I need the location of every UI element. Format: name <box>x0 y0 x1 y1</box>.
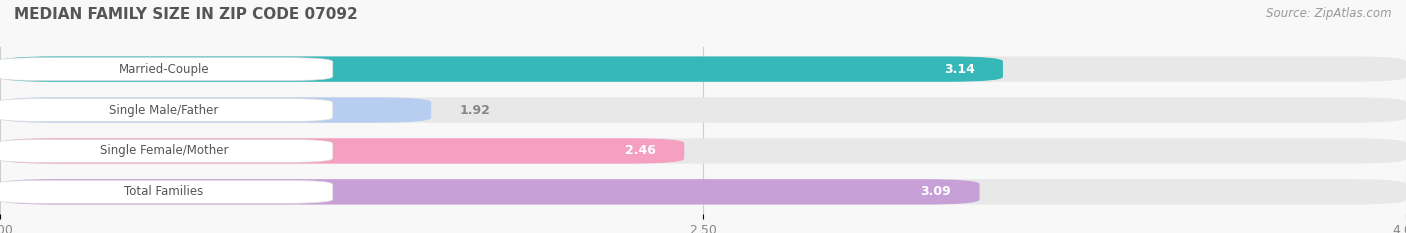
FancyBboxPatch shape <box>0 138 1406 164</box>
Text: 2.46: 2.46 <box>626 144 657 158</box>
Text: 3.09: 3.09 <box>921 185 952 198</box>
Text: 3.14: 3.14 <box>943 63 974 75</box>
FancyBboxPatch shape <box>0 97 432 123</box>
FancyBboxPatch shape <box>0 179 980 205</box>
FancyBboxPatch shape <box>0 58 333 81</box>
Text: 1.92: 1.92 <box>460 103 491 116</box>
Text: Single Male/Father: Single Male/Father <box>110 103 219 116</box>
FancyBboxPatch shape <box>0 138 685 164</box>
Text: Single Female/Mother: Single Female/Mother <box>100 144 228 158</box>
Text: MEDIAN FAMILY SIZE IN ZIP CODE 07092: MEDIAN FAMILY SIZE IN ZIP CODE 07092 <box>14 7 357 22</box>
FancyBboxPatch shape <box>0 97 1406 123</box>
FancyBboxPatch shape <box>0 56 1406 82</box>
FancyBboxPatch shape <box>0 140 333 162</box>
Text: Married-Couple: Married-Couple <box>118 63 209 75</box>
FancyBboxPatch shape <box>0 99 333 121</box>
Text: Total Families: Total Families <box>124 185 204 198</box>
FancyBboxPatch shape <box>0 56 1002 82</box>
FancyBboxPatch shape <box>0 179 1406 205</box>
Text: Source: ZipAtlas.com: Source: ZipAtlas.com <box>1267 7 1392 20</box>
FancyBboxPatch shape <box>0 180 333 203</box>
